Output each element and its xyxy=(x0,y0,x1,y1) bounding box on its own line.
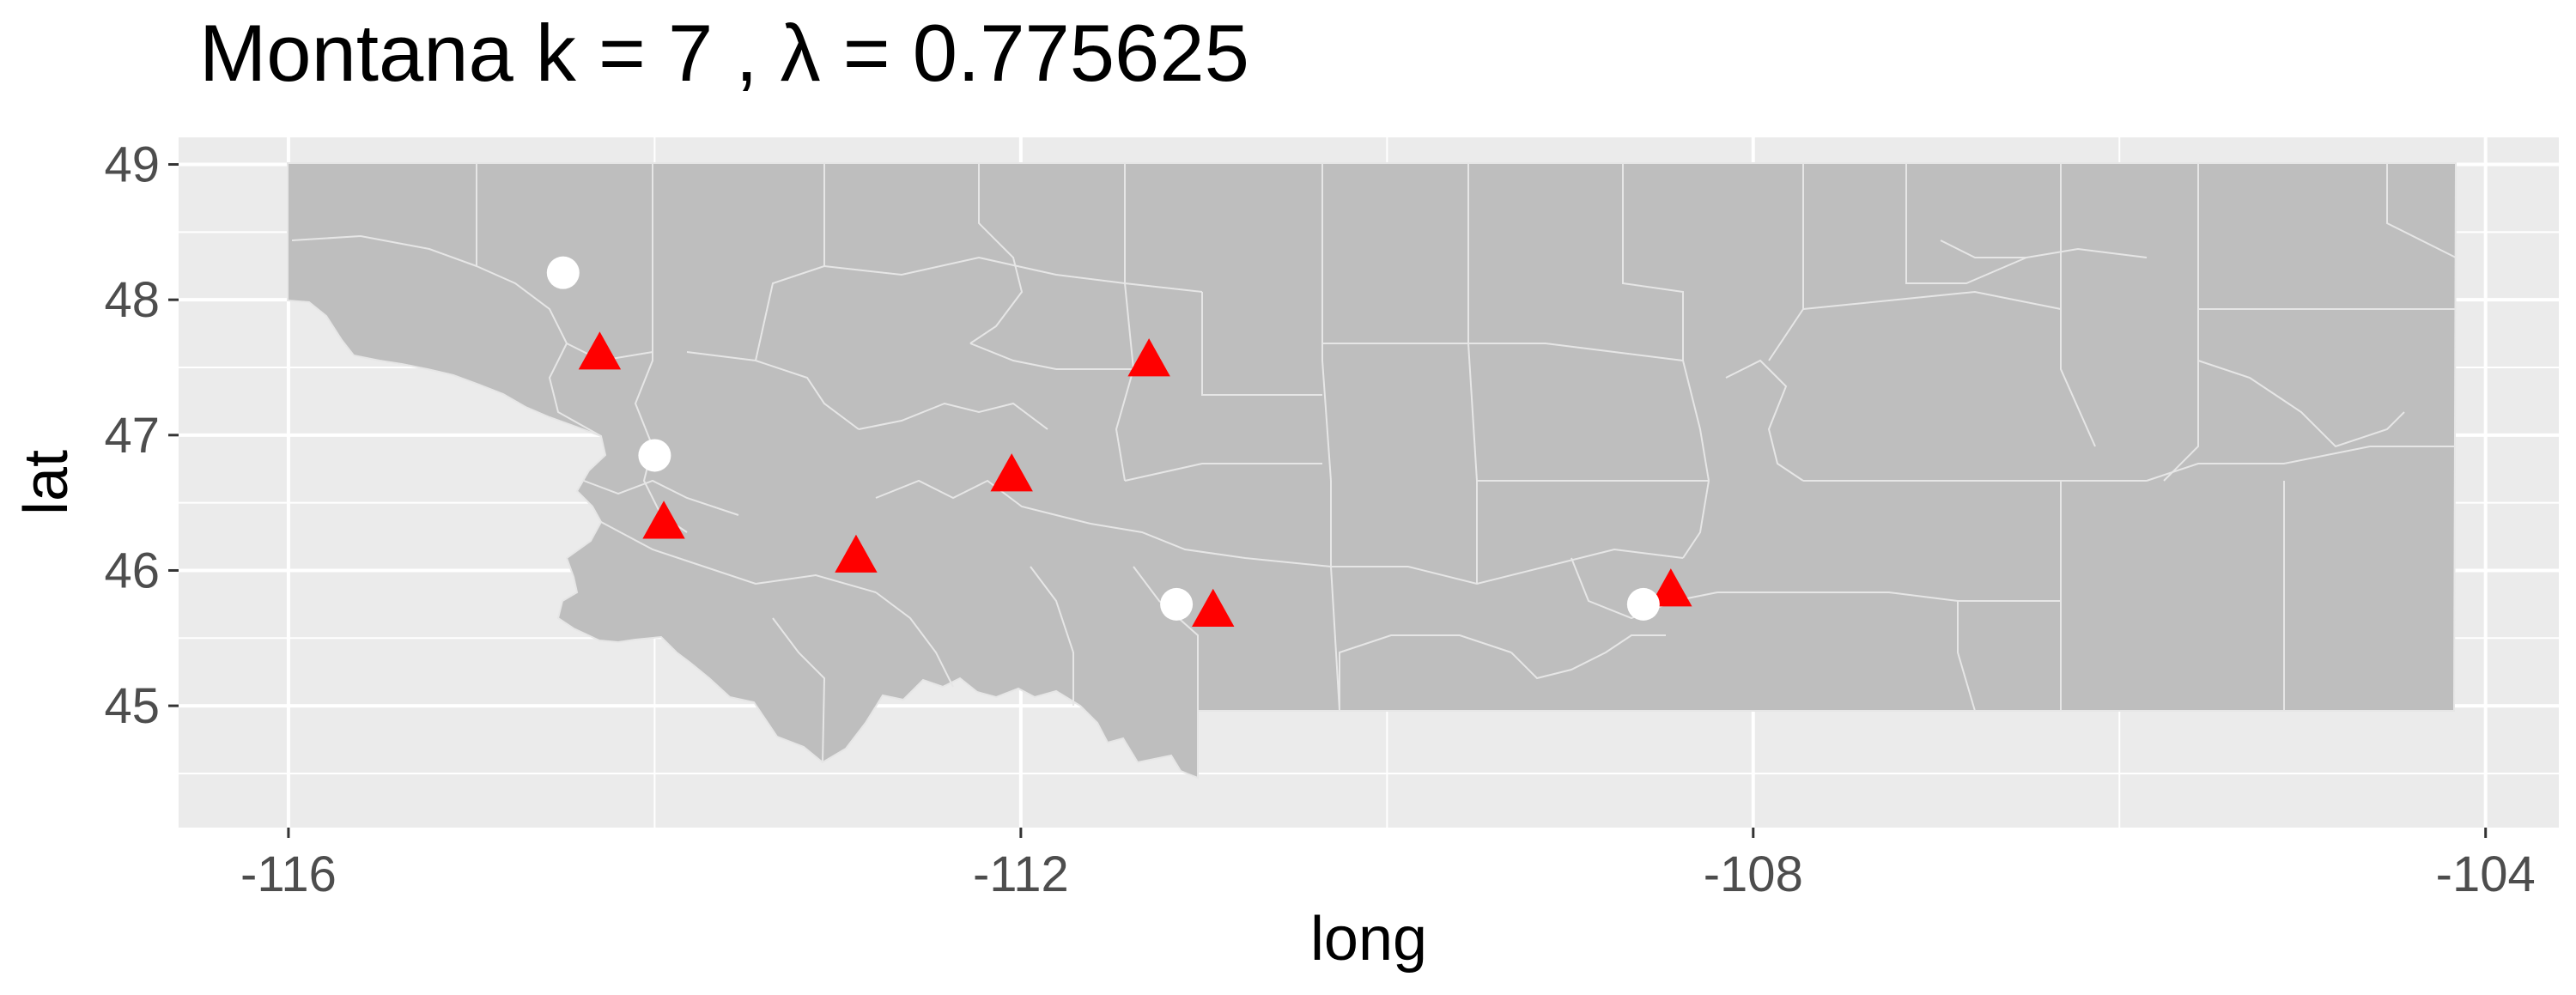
county-border xyxy=(1905,163,2027,284)
county-border xyxy=(1510,634,1666,680)
circle-marker xyxy=(1160,587,1194,621)
county-border xyxy=(969,343,1133,370)
y-tick-label: 46 xyxy=(104,543,160,598)
county-border xyxy=(858,402,1048,430)
triangle-marker xyxy=(835,534,878,573)
y-tick-label: 49 xyxy=(104,137,160,193)
county-border xyxy=(1467,163,1478,584)
circle-marker xyxy=(1626,587,1660,621)
county-border xyxy=(1124,463,1322,482)
county-border xyxy=(1940,240,2148,258)
triangle-marker xyxy=(1127,338,1170,377)
triangle-marker xyxy=(1649,568,1692,607)
x-axis-ticks: -116 -112 -108 -104 xyxy=(240,828,2536,902)
x-axis-title: long xyxy=(1310,905,1427,974)
montana-state-shape xyxy=(287,162,2458,780)
y-tick-label: 45 xyxy=(104,678,160,734)
county-border xyxy=(1321,163,1340,712)
county-border xyxy=(1331,548,1684,585)
triangle-marker xyxy=(1192,588,1235,627)
markers xyxy=(546,256,1692,627)
county-border xyxy=(2163,163,2199,482)
circle-marker xyxy=(546,256,580,289)
county-border xyxy=(1571,557,1718,620)
triangle-marker xyxy=(578,331,622,370)
county-border xyxy=(823,256,1203,293)
county-border xyxy=(1802,290,2062,310)
county-border xyxy=(969,163,1024,344)
county-border xyxy=(686,351,860,430)
x-tick-label: -108 xyxy=(1704,846,1803,902)
x-tick-label: -104 xyxy=(2436,846,2536,902)
county-border xyxy=(1957,601,1976,712)
y-axis-title: lat xyxy=(12,450,81,515)
y-axis-ticks: 45 46 47 48 49 xyxy=(104,137,179,734)
y-tick-label: 48 xyxy=(104,272,160,328)
county-border xyxy=(1201,292,1322,396)
county-border xyxy=(548,343,602,437)
circle-marker xyxy=(638,439,671,472)
county-border xyxy=(600,521,877,593)
county-border xyxy=(1622,163,1684,361)
x-tick-label: -112 xyxy=(973,846,1069,902)
county-border xyxy=(291,234,477,267)
county-border xyxy=(1322,343,1684,361)
plot-title: Montana k = 7 , λ = 0.775625 xyxy=(199,8,1249,98)
x-tick-label: -116 xyxy=(240,846,337,902)
y-tick-label: 47 xyxy=(104,408,160,464)
county-border xyxy=(2386,163,2457,258)
triangle-marker xyxy=(642,501,685,539)
county-border xyxy=(875,479,1091,525)
county-border xyxy=(1030,566,1074,706)
county-border xyxy=(1725,359,1804,482)
county-border xyxy=(772,617,826,763)
county-border xyxy=(1717,592,2061,602)
county-border xyxy=(583,479,739,516)
triangle-marker xyxy=(990,453,1033,492)
county-border xyxy=(875,592,954,688)
county-border xyxy=(1339,634,1512,711)
county-border xyxy=(2146,446,2456,482)
county-border xyxy=(2197,360,2405,448)
county-border xyxy=(755,163,825,361)
county-border xyxy=(1090,523,1332,567)
montana-state xyxy=(287,162,2458,780)
county-border xyxy=(2060,163,2096,447)
